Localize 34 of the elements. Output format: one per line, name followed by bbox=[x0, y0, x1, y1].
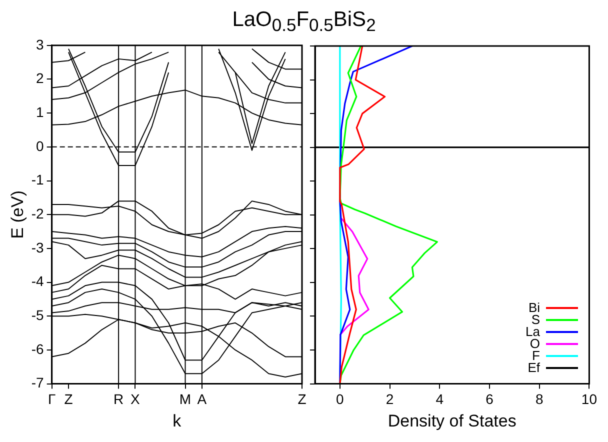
x-tick-label: 8 bbox=[535, 391, 544, 408]
legend-label: La bbox=[526, 324, 540, 339]
y-tick-label: -5 bbox=[31, 306, 44, 323]
x-tick-label: 2 bbox=[386, 391, 394, 408]
x-tick-label: M bbox=[179, 391, 192, 408]
x-tick-label: 6 bbox=[486, 391, 494, 408]
legend-label: Ef bbox=[528, 360, 540, 375]
x-tick-label: 10 bbox=[581, 391, 598, 408]
y-tick-label: -1 bbox=[31, 172, 44, 188]
y-tick-label: -6 bbox=[31, 340, 44, 357]
y-tick-label: -2 bbox=[31, 205, 44, 222]
y-tick-label: -3 bbox=[31, 239, 44, 256]
x-axis-title: k bbox=[172, 411, 182, 430]
legend-label: O bbox=[530, 336, 540, 351]
x-tick-label: R bbox=[113, 391, 124, 408]
x-tick-label: Z bbox=[298, 391, 307, 408]
x-tick-label: 0 bbox=[336, 391, 344, 408]
y-tick-label: 3 bbox=[36, 36, 44, 52]
x-tick-label: A bbox=[197, 391, 208, 408]
legend-label: F bbox=[532, 348, 540, 363]
y-tick-label: -7 bbox=[31, 374, 44, 391]
y-tick-label: 2 bbox=[36, 70, 44, 86]
y-axis-title: E (eV) bbox=[8, 190, 27, 239]
legend-label: Bi bbox=[528, 300, 540, 315]
x-tick-label: X bbox=[130, 391, 141, 408]
x-tick-label: Z bbox=[64, 391, 74, 408]
chart-title: LaO$_{0.5}$F$_{0.5}$BiS$_{2}$ bbox=[231, 8, 377, 36]
y-tick-label: 0 bbox=[36, 138, 44, 154]
x-tick-label: Γ bbox=[48, 391, 56, 408]
x-axis-title: Density of States bbox=[388, 411, 516, 430]
y-tick-label: -4 bbox=[31, 273, 44, 290]
x-tick-label: 4 bbox=[436, 391, 444, 408]
legend-label: S bbox=[531, 312, 540, 327]
y-tick-label: 1 bbox=[36, 104, 44, 120]
